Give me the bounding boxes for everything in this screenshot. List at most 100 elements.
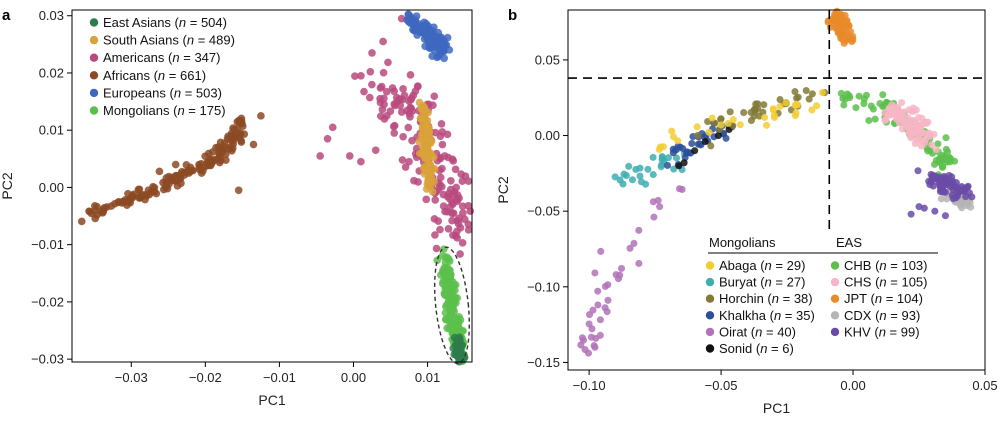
panel-a-points <box>77 10 475 366</box>
panel-b-point-buryat <box>628 176 637 184</box>
panel-a-chart: a −0.03 −0.02 −0.01 0.00 0.01 −0.03 −0.02 −0.01… <box>0 7 475 408</box>
panel-b-point-chb <box>840 101 848 109</box>
panel-a-point-africans <box>230 125 239 134</box>
panel-b-point-horchin <box>794 93 802 101</box>
panel-a-point-americans <box>384 58 392 67</box>
panel-a-point-americans <box>328 123 337 132</box>
panel-a-legend-item-europeans: Europeans (n = 503) <box>89 85 222 100</box>
panel-b-point-chb <box>942 134 950 142</box>
panel-a-point-europeans <box>438 40 447 49</box>
panel-a-point-americans <box>323 134 332 143</box>
panel-b-cluster-chs <box>881 98 940 154</box>
panel-a-point-africans <box>204 157 213 166</box>
panel-b-point-khv <box>931 207 939 215</box>
panel-b-legend-name: Abaga <box>719 258 757 273</box>
panel-a-point-africans <box>228 144 237 153</box>
panel-b-legend-item-abaga: Abaga (n = 29) <box>705 258 805 273</box>
panel-a-point-africans <box>249 140 258 149</box>
panel-b-point-chs <box>895 119 903 127</box>
panel-a-point-americans <box>399 132 408 141</box>
panel-a-point-americans <box>464 225 473 234</box>
panel-b-legend-item-oirat: Oirat (n = 40) <box>705 324 796 339</box>
panel-a-point-americans <box>414 82 422 91</box>
panel-b-legend-name: Khalkha <box>719 308 767 323</box>
panel-a-point-americans <box>379 37 388 46</box>
panel-b-point-sonid <box>675 162 683 170</box>
panel-a-point-americans <box>458 209 467 217</box>
panel-a-x-tick-label: −0.03 <box>115 370 148 385</box>
panel-b-legend-header-mongolians: Mongolians <box>709 235 776 250</box>
panel-b-point-horchin <box>717 115 725 123</box>
panel-b-point-jpt <box>838 18 847 26</box>
panel-b-point-sonid <box>680 159 688 167</box>
panel-b-point-chb <box>879 91 887 99</box>
panel-b-points <box>577 7 976 357</box>
panel-a-legend-item-africans: Africans (n = 661) <box>89 68 206 83</box>
panel-b-legend-label: Horchin (n = 38) <box>719 291 813 306</box>
panel-a-point-americans <box>461 172 470 181</box>
panel-b-legend-marker-khalkha <box>705 311 715 320</box>
panel-a-legend-name: Mongolians <box>103 103 170 118</box>
panel-b-point-cdx <box>937 195 945 203</box>
panel-a-legend-count: 503 <box>196 85 218 100</box>
panel-b-point-buryat <box>644 165 652 173</box>
panel-b-point-khv <box>914 167 922 175</box>
panel-a-y-tick-label: −0.02 <box>31 294 64 309</box>
panel-a-cluster-east-asians <box>449 333 469 366</box>
panel-b-point-abaga <box>717 121 725 129</box>
panel-b-point-khv <box>926 180 934 189</box>
panel-b-point-abaga <box>762 121 771 129</box>
panel-a-point-africans <box>223 134 232 143</box>
panel-a-point-americans <box>458 202 467 211</box>
panel-a-point-americans <box>360 87 368 96</box>
panel-b-point-oirat <box>585 320 593 328</box>
panel-b-point-abaga <box>776 102 784 111</box>
panel-a-point-europeans <box>428 52 437 60</box>
panel-a-point-americans <box>448 209 456 218</box>
panel-a-point-americans <box>390 87 399 96</box>
panel-b-point-khv <box>915 203 923 211</box>
panel-b-point-buryat <box>636 172 644 180</box>
panel-a-point-africans <box>126 198 135 207</box>
panel-a-point-americans <box>431 196 440 204</box>
panel-a-cluster-americans <box>316 14 439 198</box>
panel-b-point-oirat <box>675 185 684 193</box>
panel-b-point-khv <box>907 210 915 218</box>
panel-a-legend-name: Africans <box>103 68 150 83</box>
panel-a-point-americans <box>454 219 463 228</box>
panel-a-point-americans <box>451 165 460 174</box>
panel-a-point-south-asians <box>423 120 431 129</box>
panel-b-point-buryat <box>649 170 657 179</box>
panel-b-legend-item-jpt: JPT (n = 104) <box>830 291 923 306</box>
panel-a-cluster-americans <box>350 58 475 258</box>
panel-b-point-chs <box>922 131 930 139</box>
panel-b-point-chb <box>950 157 959 165</box>
panel-b-point-chs <box>914 113 923 122</box>
panel-a-point-americans <box>436 225 444 234</box>
panel-a-point-americans <box>449 231 457 240</box>
panel-a-annotation <box>433 246 471 365</box>
panel-b-point-sonid <box>691 147 699 155</box>
panel-a-point-europeans <box>443 33 452 42</box>
panel-b-point-oirat <box>596 316 605 324</box>
panel-b-point-horchin <box>760 101 768 109</box>
panel-a-point-africans <box>155 167 164 176</box>
panel-b-legend-marker-buryat <box>705 277 715 287</box>
panel-a-point-africans <box>87 209 96 218</box>
panel-b-legend-count: 35 <box>796 308 810 323</box>
panel-b-point-oirat <box>591 343 599 351</box>
panel-a-point-mongolians <box>449 318 457 327</box>
panel-a-legend-name: Americans <box>103 50 165 65</box>
panel-a-point-east-asians <box>457 340 466 349</box>
panel-b-point-chs <box>911 122 919 131</box>
panel-a-legend-marker-south-asians <box>89 35 99 45</box>
panel-a-point-americans <box>356 71 365 80</box>
panel-b-legend-marker-oirat <box>705 327 715 337</box>
panel-b-legend-label: Khalkha (n = 35) <box>719 308 815 323</box>
panel-b-point-khv <box>961 184 970 192</box>
panel-b-point-chb <box>865 116 873 125</box>
panel-b-point-chb <box>942 145 950 153</box>
panel-b-point-oirat <box>635 259 643 268</box>
panel-b-point-khv <box>941 212 950 220</box>
panel-b-legend-item-chb: CHB (n = 103) <box>830 258 928 273</box>
